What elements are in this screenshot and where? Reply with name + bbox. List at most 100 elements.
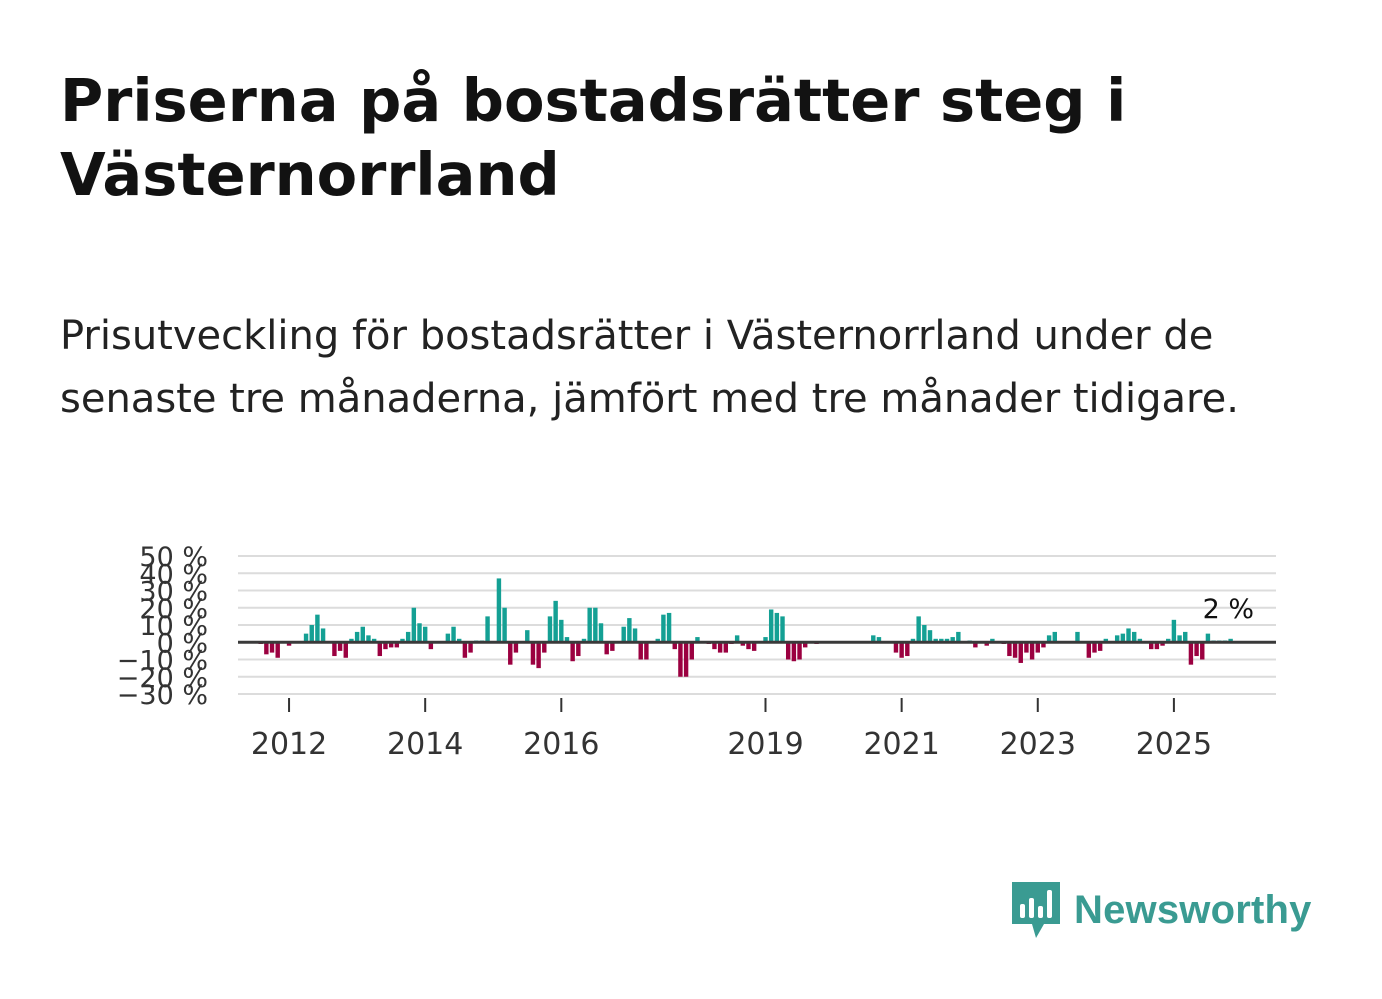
bar — [371, 638, 377, 643]
y-tick-label: −10 % — [117, 646, 208, 677]
bar — [553, 600, 558, 643]
bar — [269, 642, 275, 653]
bar — [717, 642, 723, 653]
bar-chart: 50 %40 %30 %20 %10 %0 %−10 %−20 %−30 % 2… — [117, 542, 1276, 762]
bar — [683, 642, 689, 677]
bar — [1177, 635, 1182, 643]
bar — [610, 642, 615, 651]
bar — [445, 633, 451, 643]
bar — [723, 642, 729, 653]
bar — [1183, 631, 1188, 643]
newsworthy-logo-icon — [1012, 882, 1060, 938]
bar — [627, 618, 632, 643]
bar — [1046, 635, 1052, 643]
bar — [1228, 638, 1233, 643]
bar — [1092, 642, 1097, 653]
bar — [746, 642, 751, 650]
bar — [343, 642, 348, 658]
last-value-label: 2 % — [1203, 594, 1254, 625]
y-tick-label: −30 % — [117, 680, 208, 711]
bar — [734, 635, 740, 643]
bar — [564, 637, 570, 643]
bar — [803, 642, 808, 648]
bar — [405, 631, 411, 643]
bar — [377, 642, 383, 657]
bar — [905, 642, 910, 657]
bar — [871, 635, 876, 643]
bar — [1171, 619, 1177, 643]
bar — [1126, 628, 1131, 643]
newsworthy-logo-text: Newsworthy — [1074, 887, 1312, 932]
bar — [768, 609, 774, 643]
bar — [286, 642, 292, 646]
bar — [581, 638, 587, 643]
bar — [740, 642, 746, 646]
bar — [1194, 642, 1199, 657]
bar — [956, 631, 961, 643]
bar — [587, 607, 592, 643]
x-tick-label: 2014 — [387, 727, 463, 762]
bar — [332, 642, 337, 657]
y-tick-label: 0 % — [157, 628, 208, 659]
bar — [1103, 638, 1109, 643]
bar — [1012, 642, 1018, 658]
bar — [695, 637, 700, 643]
bar — [990, 638, 995, 643]
chart-subtitle: Prisutveckling för bostadsrätter i Väste… — [60, 313, 1239, 422]
bar — [1086, 642, 1092, 658]
x-tick-label: 2019 — [727, 727, 803, 762]
bar — [922, 625, 927, 643]
bar — [264, 642, 269, 655]
bar — [666, 612, 672, 643]
bar — [1097, 642, 1103, 651]
bar — [1205, 633, 1211, 643]
bar — [973, 642, 978, 648]
bar — [774, 612, 780, 643]
bar-series — [258, 578, 1233, 677]
bar — [1075, 631, 1080, 643]
bar — [468, 642, 473, 653]
bar — [513, 642, 519, 653]
bar — [1041, 642, 1046, 648]
bar — [916, 616, 921, 643]
x-tick-label: 2023 — [1000, 727, 1076, 762]
bar — [275, 642, 280, 658]
grid-layer — [238, 555, 1276, 695]
bar — [559, 619, 564, 643]
bar — [661, 614, 666, 643]
bar — [388, 642, 394, 648]
bar — [910, 638, 916, 643]
bar — [655, 638, 660, 643]
bar — [394, 642, 400, 648]
x-tick-label: 2025 — [1136, 727, 1212, 762]
bar — [354, 631, 360, 643]
bar — [576, 642, 581, 657]
bar — [950, 637, 955, 643]
bar — [1131, 631, 1137, 643]
bar — [462, 642, 468, 658]
bar — [502, 607, 507, 643]
bar — [1120, 633, 1126, 643]
bar — [763, 637, 768, 643]
bar — [411, 607, 417, 643]
bar — [570, 642, 575, 662]
bar — [530, 642, 536, 665]
bar — [1160, 642, 1165, 646]
bar — [536, 642, 541, 669]
y-axis-tick-labels: 50 %40 %30 %20 %10 %0 %−10 %−20 %−30 % — [117, 542, 208, 711]
bar — [785, 642, 791, 660]
bar — [383, 642, 388, 650]
bar — [780, 616, 785, 643]
bar — [1137, 638, 1143, 643]
bar — [1018, 642, 1023, 663]
bar — [428, 642, 434, 650]
bar — [303, 633, 309, 643]
bar — [1024, 642, 1029, 653]
bar — [644, 642, 649, 660]
bar — [712, 642, 717, 650]
bar — [1188, 642, 1194, 665]
x-tick-label: 2012 — [251, 727, 327, 762]
bar — [621, 626, 626, 643]
bar — [598, 623, 604, 643]
page-title: Priserna på bostadsrätter steg i Västern… — [60, 66, 1127, 209]
